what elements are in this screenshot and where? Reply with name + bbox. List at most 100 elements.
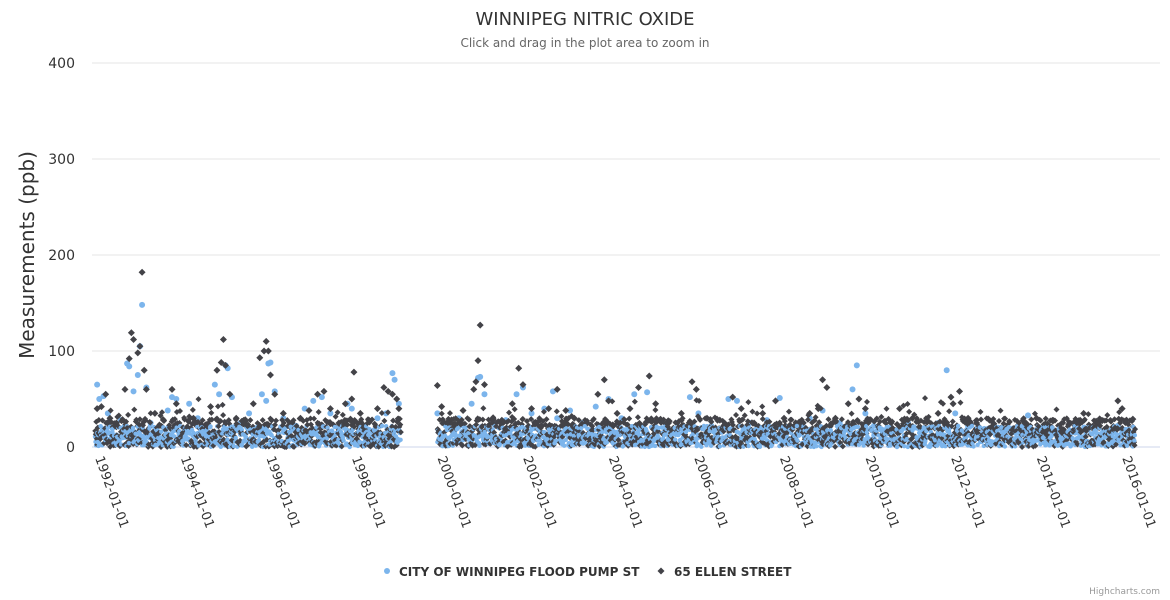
data-point[interactable]	[138, 268, 146, 276]
data-point[interactable]	[600, 376, 608, 384]
data-point[interactable]	[388, 390, 396, 398]
data-point[interactable]	[249, 400, 257, 408]
data-point[interactable]	[528, 405, 536, 413]
data-point[interactable]	[554, 415, 561, 422]
data-point[interactable]	[508, 400, 516, 408]
data-point[interactable]	[438, 403, 446, 411]
data-point[interactable]	[644, 389, 651, 396]
data-point[interactable]	[356, 409, 364, 417]
data-point[interactable]	[562, 407, 570, 415]
data-point[interactable]	[468, 400, 475, 407]
data-point[interactable]	[97, 403, 105, 411]
data-point[interactable]	[947, 393, 955, 401]
data-point[interactable]	[217, 359, 225, 367]
data-point[interactable]	[594, 390, 602, 398]
data-point[interactable]	[686, 394, 693, 401]
data-point[interactable]	[652, 400, 660, 408]
data-point[interactable]	[861, 405, 869, 413]
data-point[interactable]	[94, 381, 101, 388]
data-point[interactable]	[310, 397, 317, 404]
data-point[interactable]	[433, 382, 441, 390]
data-point[interactable]	[216, 391, 223, 398]
data-point[interactable]	[130, 388, 137, 395]
data-point[interactable]	[459, 407, 467, 415]
data-point[interactable]	[613, 409, 621, 417]
data-point[interactable]	[172, 400, 180, 408]
data-point[interactable]	[626, 405, 634, 413]
data-point[interactable]	[341, 400, 349, 408]
plot-area[interactable]	[92, 268, 1139, 450]
data-point[interactable]	[213, 366, 221, 374]
credits-link[interactable]: Highcharts.com	[1089, 587, 1160, 597]
data-point[interactable]	[480, 381, 488, 389]
data-point[interactable]	[470, 385, 478, 393]
data-point[interactable]	[395, 405, 403, 413]
data-point[interactable]	[219, 335, 227, 343]
data-point[interactable]	[393, 395, 401, 403]
data-point[interactable]	[267, 359, 274, 366]
data-point[interactable]	[260, 347, 268, 355]
data-point[interactable]	[134, 349, 142, 357]
data-point[interactable]	[477, 373, 484, 380]
data-point[interactable]	[635, 383, 643, 391]
data-point[interactable]	[186, 400, 193, 407]
data-point[interactable]	[125, 355, 133, 363]
data-point[interactable]	[258, 391, 265, 398]
data-point[interactable]	[139, 301, 146, 308]
data-point[interactable]	[474, 357, 482, 365]
data-point[interactable]	[350, 368, 358, 376]
data-point[interactable]	[567, 407, 574, 414]
data-point[interactable]	[211, 381, 218, 388]
data-point[interactable]	[844, 400, 852, 408]
data-point[interactable]	[515, 364, 523, 372]
data-point[interactable]	[121, 385, 129, 393]
data-point[interactable]	[130, 335, 138, 343]
data-point[interactable]	[434, 410, 441, 417]
data-point[interactable]	[266, 371, 274, 379]
data-point[interactable]	[327, 410, 334, 417]
data-point[interactable]	[823, 383, 831, 391]
data-point[interactable]	[943, 367, 950, 374]
data-point[interactable]	[692, 385, 700, 393]
legend-marker-ellen-street[interactable]	[657, 567, 665, 575]
data-point[interactable]	[320, 387, 328, 395]
data-point[interactable]	[134, 372, 141, 378]
data-point[interactable]	[849, 386, 856, 393]
data-point[interactable]	[934, 409, 942, 417]
data-point[interactable]	[96, 396, 103, 402]
data-point[interactable]	[545, 405, 553, 413]
data-point[interactable]	[102, 390, 110, 398]
data-point[interactable]	[246, 410, 253, 417]
data-point[interactable]	[348, 405, 355, 412]
data-point[interactable]	[472, 378, 480, 386]
data-point[interactable]	[1025, 412, 1032, 419]
data-point[interactable]	[896, 405, 904, 413]
data-point[interactable]	[592, 403, 599, 410]
data-point[interactable]	[142, 385, 150, 393]
data-point[interactable]	[737, 405, 745, 413]
data-point[interactable]	[729, 393, 737, 401]
data-point[interactable]	[173, 396, 180, 402]
data-point[interactable]	[318, 394, 325, 401]
data-point[interactable]	[631, 391, 638, 398]
data-point[interactable]	[380, 383, 388, 391]
data-point[interactable]	[949, 400, 957, 408]
data-point[interactable]	[279, 409, 287, 417]
data-point[interactable]	[164, 407, 171, 414]
data-point[interactable]	[374, 415, 381, 422]
data-point[interactable]	[271, 390, 279, 398]
data-point[interactable]	[151, 409, 159, 417]
data-point[interactable]	[528, 410, 535, 417]
data-point[interactable]	[264, 347, 272, 355]
data-point[interactable]	[481, 391, 488, 398]
data-point[interactable]	[819, 376, 827, 384]
data-point[interactable]	[207, 403, 215, 411]
data-point[interactable]	[348, 395, 356, 403]
data-point[interactable]	[476, 321, 484, 329]
data-point[interactable]	[952, 410, 959, 417]
data-point[interactable]	[733, 397, 740, 404]
data-point[interactable]	[395, 400, 402, 407]
data-point[interactable]	[605, 397, 613, 405]
data-point[interactable]	[688, 378, 696, 386]
data-point[interactable]	[956, 387, 964, 395]
